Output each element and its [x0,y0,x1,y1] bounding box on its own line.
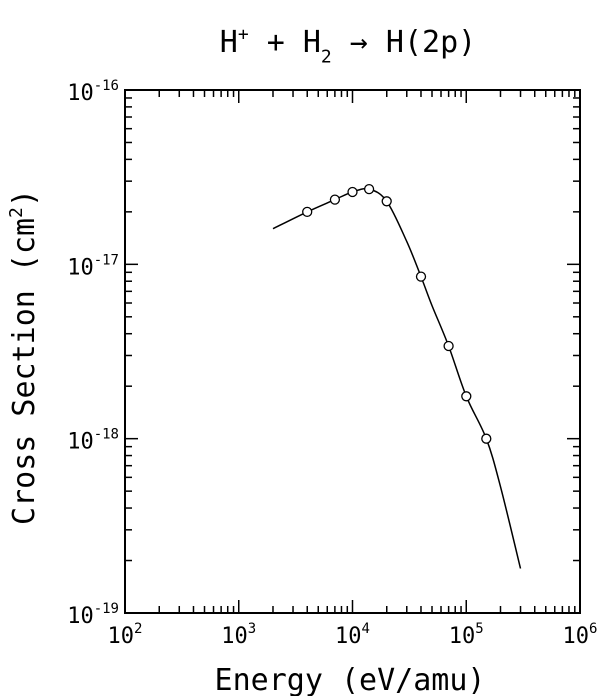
data-point-marker [481,433,492,444]
plot-frame [124,89,581,614]
data-point-marker [329,194,341,205]
data-series [272,183,522,569]
y-tick-label: 10-17 [67,252,119,280]
chart-title: H+ + H2 → H(2p) [220,24,477,68]
data-point-marker [415,271,427,282]
data-point-marker [381,196,392,207]
x-tick-label: 106 [563,621,598,649]
data-point-marker [461,391,472,402]
data-point-marker [302,206,313,218]
data-point-marker [363,183,375,195]
x-axis-label: Energy (eV/amu) [215,663,486,696]
x-tick-label: 102 [108,621,143,649]
x-tick-label: 105 [449,621,484,649]
data-point-marker [347,186,358,198]
y-tick-label: 10-19 [67,601,119,629]
y-axis-label: Cross Section (cm2) [6,189,42,525]
y-tick-label: 10-18 [67,427,119,455]
axis-tick-labels: 102 103 104 105 106 10-19 10-18 10-17 10-16 [67,78,597,649]
x-tick-label: 104 [335,621,370,649]
y-tick-label: 10-16 [67,78,119,106]
x-tick-label: 103 [221,621,256,649]
data-point-marker [443,340,454,352]
